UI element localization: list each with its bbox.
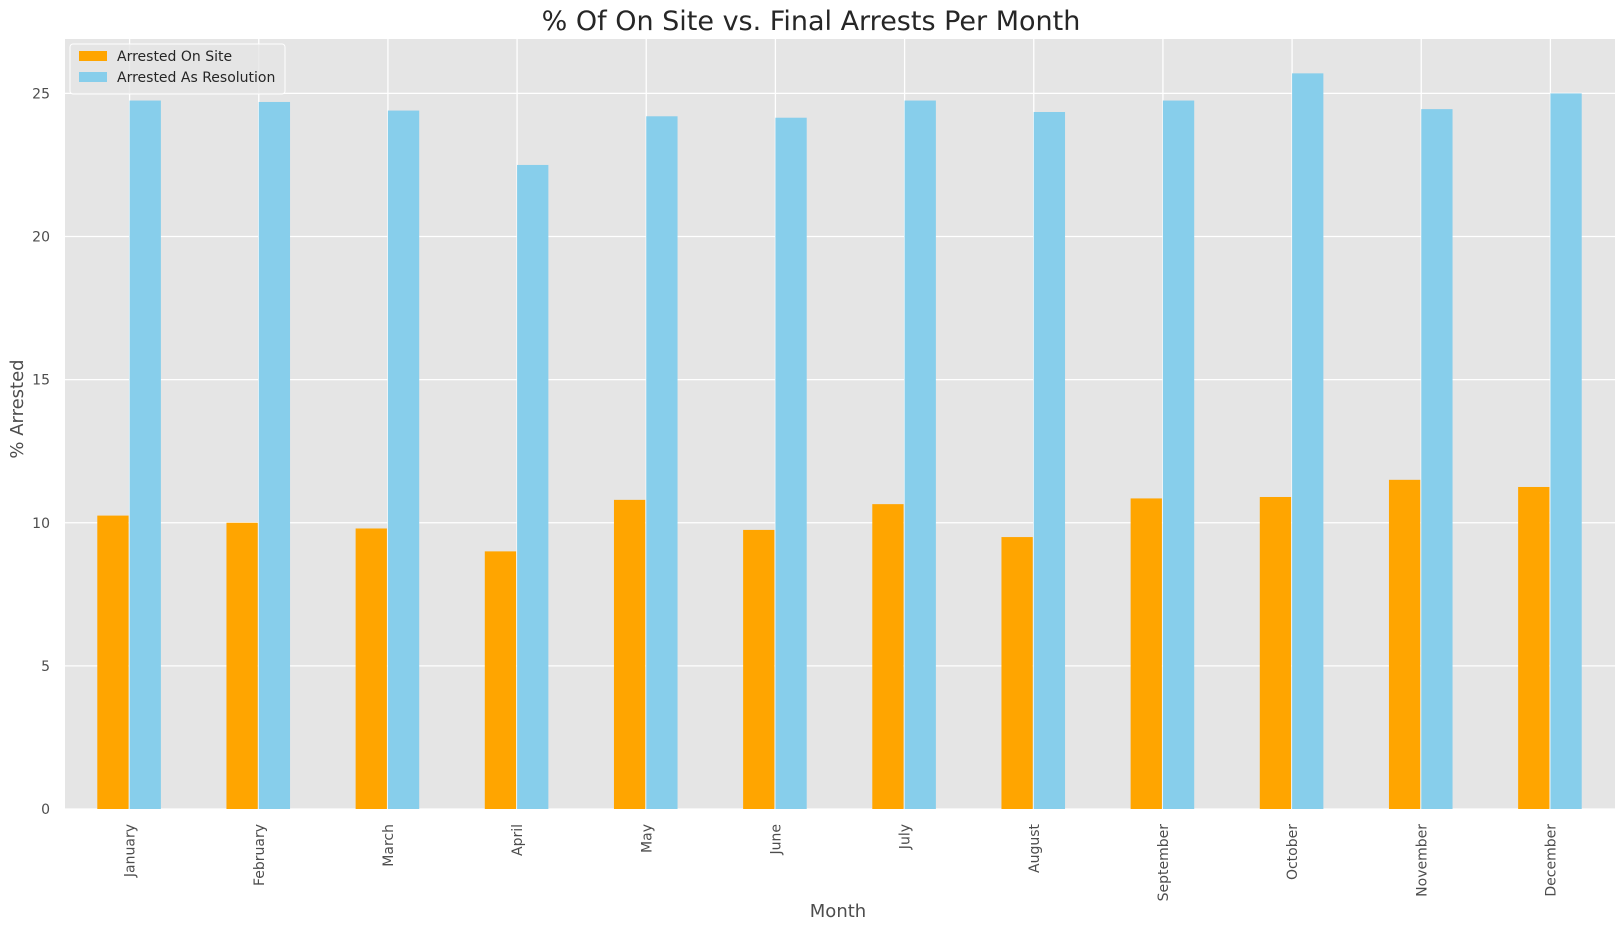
- x-tick-label: December: [1543, 824, 1559, 897]
- bar-arrested-as-resolution: [517, 164, 549, 810]
- x-tick-label: February: [252, 824, 268, 886]
- chart-title: % Of On Site vs. Final Arrests Per Month: [542, 6, 1081, 37]
- bar-arrested-as-resolution: [129, 100, 161, 810]
- legend: Arrested On Site Arrested As Resolution: [69, 43, 286, 95]
- bar-arrested-on-site: [1259, 496, 1292, 809]
- y-tick-label: 20: [32, 230, 50, 246]
- bar-arrested-on-site: [1518, 486, 1550, 809]
- bar-arrested-on-site: [484, 551, 517, 809]
- bar-arrested-on-site: [1130, 498, 1162, 809]
- bar-arrested-as-resolution: [1421, 109, 1453, 809]
- x-tick-label: June: [768, 824, 784, 856]
- bars: [97, 73, 1582, 810]
- plot-background: [65, 39, 1615, 809]
- bar-arrested-as-resolution: [1292, 73, 1324, 810]
- x-tick-label: January: [123, 824, 139, 878]
- y-tick-label: 15: [32, 373, 50, 389]
- x-axis-label: Month: [810, 901, 866, 922]
- legend-box: [69, 43, 286, 95]
- x-tick-label: March: [381, 824, 397, 867]
- bar-arrested-as-resolution: [904, 100, 936, 810]
- bar-arrested-on-site: [97, 515, 129, 809]
- y-tick-label: 5: [41, 659, 50, 675]
- legend-label: Arrested On Site: [117, 49, 232, 65]
- y-tick-label: 0: [41, 802, 50, 818]
- x-tick-label: April: [510, 824, 526, 856]
- y-axis-label: % Arrested: [7, 359, 28, 458]
- bar-arrested-as-resolution: [258, 101, 291, 809]
- x-tick-label: September: [1156, 824, 1172, 902]
- bar-arrested-on-site: [355, 528, 387, 809]
- bar-arrested-as-resolution: [387, 110, 420, 809]
- x-tick-labels: January February March April May June July Augu…: [123, 823, 1560, 901]
- bar-arrested-as-resolution: [1550, 93, 1582, 810]
- bar-arrested-on-site: [1388, 479, 1421, 809]
- x-tick-label: October: [1285, 824, 1301, 880]
- bar-arrested-as-resolution: [1033, 111, 1066, 810]
- y-tick-label: 25: [32, 86, 50, 102]
- bar-arrested-on-site: [226, 522, 258, 809]
- bar-arrested-as-resolution: [1162, 100, 1195, 810]
- bar-arrested-on-site: [613, 499, 646, 809]
- legend-swatch: [79, 72, 107, 82]
- bar-arrested-on-site: [872, 504, 904, 809]
- legend-swatch: [79, 51, 107, 61]
- x-tick-label: May: [639, 824, 655, 853]
- bar-arrested-on-site: [743, 529, 775, 809]
- x-tick-label: November: [1414, 824, 1430, 897]
- legend-label: Arrested As Resolution: [117, 70, 275, 86]
- bar-arrested-on-site: [1001, 537, 1033, 809]
- y-tick-labels: 0 5 10 15 20 25: [32, 86, 50, 818]
- bar-arrested-as-resolution: [646, 116, 678, 809]
- y-tick-label: 10: [32, 516, 50, 532]
- x-tick-label: July: [898, 824, 914, 850]
- bar-arrested-as-resolution: [775, 117, 807, 810]
- x-tick-label: August: [1027, 823, 1043, 873]
